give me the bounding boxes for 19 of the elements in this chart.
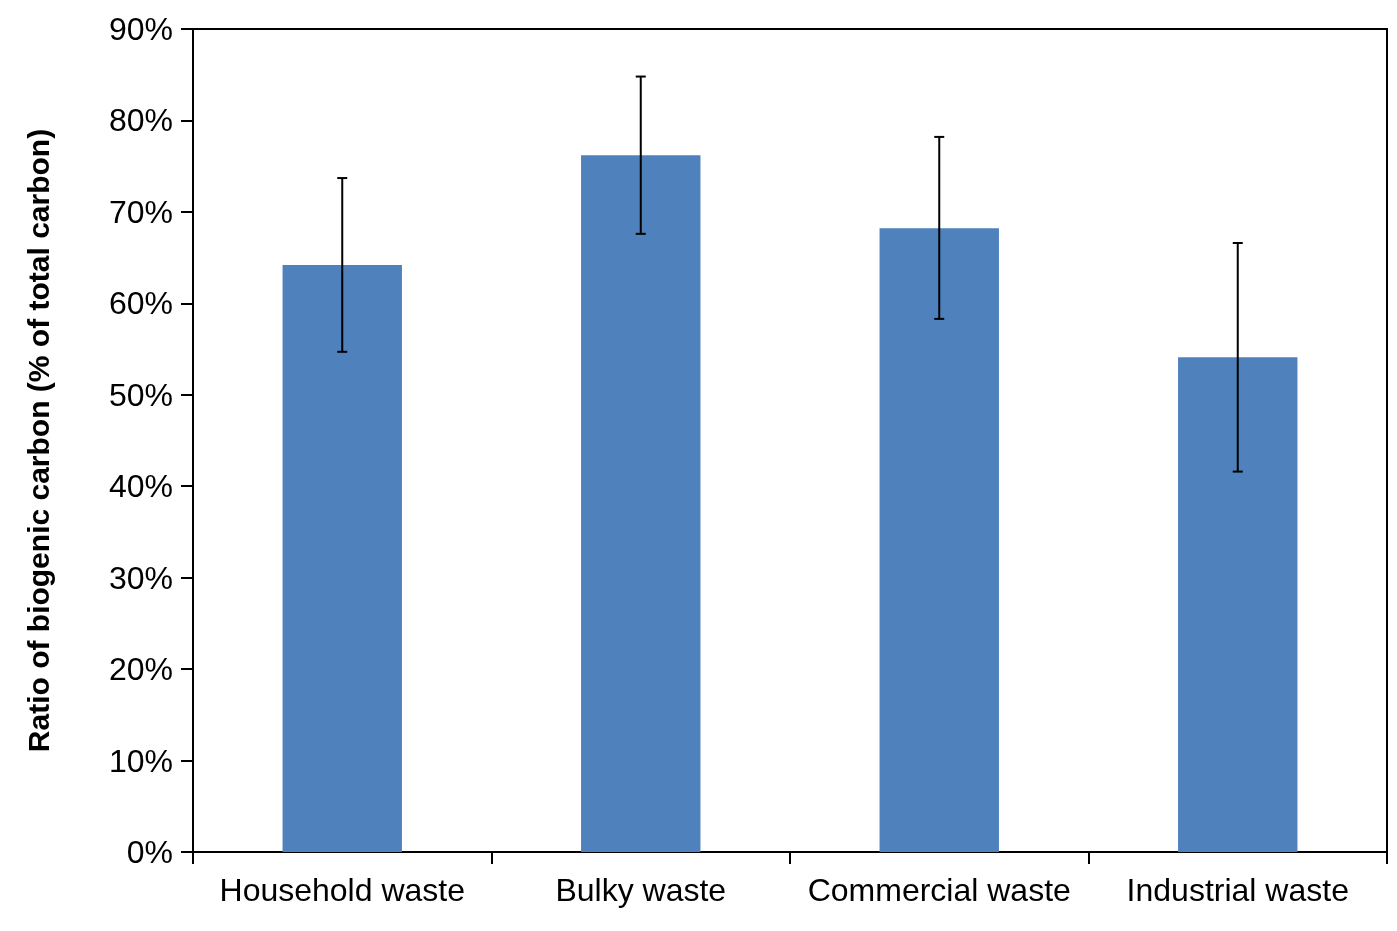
y-tick-label: 70% [108,193,173,230]
bar [879,228,999,852]
y-axis-title: Ratio of biogenic carbon (% of total carbon) [21,128,55,753]
x-tick-label: Industrial waste [1126,872,1349,908]
y-tick-label: 20% [108,651,173,688]
y-tick-label: 60% [108,285,173,322]
x-tick-label: Commercial waste [807,872,1071,908]
bar [282,264,402,852]
x-tick-label: Household waste [219,872,465,908]
y-tick-label: 10% [108,742,173,779]
y-tick-label: 50% [108,376,173,413]
y-tick-label: 40% [108,468,173,505]
y-tick-label: 90% [108,11,173,47]
y-tick-label: 0% [126,834,173,870]
y-tick-label: 30% [108,559,173,596]
bar [1178,357,1298,852]
y-tick-label: 80% [108,102,173,139]
bar [581,155,701,852]
x-tick-label: Bulky waste [555,872,727,908]
